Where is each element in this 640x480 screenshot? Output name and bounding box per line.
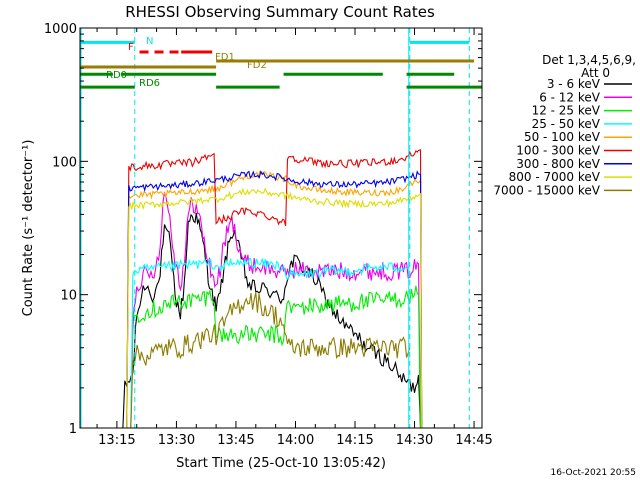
flag-label: N xyxy=(146,36,153,47)
series-line-50-100-kev xyxy=(126,170,423,429)
series-line-3-6-kev xyxy=(122,212,422,429)
legend-label: 300 - 800 keV xyxy=(516,157,600,171)
flag-bars: N F FD1 FD2 RD0 RD6 xyxy=(80,36,482,89)
legend-header-line-1: Det 1,3,4,5,6,9, xyxy=(542,53,636,67)
legend-item-3-6-kev: 3 - 6 keV xyxy=(547,77,632,91)
flag-label: RD6 xyxy=(139,78,160,89)
flag-rd0: RD0 xyxy=(80,70,455,81)
legend-item-12-25-kev: 12 - 25 keV xyxy=(532,104,632,118)
x-tick-label: 13:45 xyxy=(217,433,254,448)
x-axis-label: Start Time (25-Oct-10 13:05:42) xyxy=(176,456,386,471)
legend-item-300-800-kev: 300 - 800 keV xyxy=(516,157,632,171)
flag-fd1: FD1 xyxy=(80,52,235,69)
flag-f: F xyxy=(128,42,213,54)
plot-frame xyxy=(79,27,483,429)
series-line-25-50-kev xyxy=(130,257,411,429)
flag-fd2: FD2 xyxy=(216,59,475,71)
legend-item-100-300-kev: 100 - 300 keV xyxy=(516,144,632,158)
x-tick-label: 13:30 xyxy=(158,433,195,448)
count-rate-traces xyxy=(122,149,423,429)
x-tick-label: 14:15 xyxy=(336,433,373,448)
flag-label: F xyxy=(128,42,134,53)
legend-item-25-50-kev: 25 - 50 keV xyxy=(532,117,632,131)
legend-label: 25 - 50 keV xyxy=(532,117,601,131)
legend-header-line-2: Att 0 xyxy=(581,66,610,80)
legend-label: 6 - 12 keV xyxy=(539,90,601,104)
saa-boundary-lines xyxy=(80,28,470,428)
flag-label: RD0 xyxy=(106,70,127,81)
y-tick-label: 1 xyxy=(69,422,77,437)
axes: 13:15 13:30 13:45 14:00 14:15 14:30 14:45 1 10 10… xyxy=(44,22,493,448)
legend-label: 12 - 25 keV xyxy=(532,104,601,118)
series-line-7000-15000-kev xyxy=(130,292,411,429)
flag-label: FD1 xyxy=(215,52,235,63)
series-line-6-12-kev xyxy=(130,191,422,429)
flag-label: FD2 xyxy=(247,60,267,71)
x-tick-label: 14:45 xyxy=(455,433,492,448)
x-tick-label: 13:15 xyxy=(98,433,135,448)
y-tick-label: 100 xyxy=(52,155,77,170)
legend-item-50-100-kev: 50 - 100 keV xyxy=(524,130,632,144)
legend-item-7000-15000-kev: 7000 - 15000 keV xyxy=(493,183,632,197)
legend-item-6-12-kev: 6 - 12 keV xyxy=(539,90,632,104)
x-tick-label: 14:30 xyxy=(396,433,433,448)
y-tick-label: 10 xyxy=(60,289,77,304)
series-line-12-25-kev xyxy=(130,285,422,429)
legend-item-800-7000-kev: 800 - 7000 keV xyxy=(509,170,632,184)
legend-label: 50 - 100 keV xyxy=(524,130,601,144)
chart-title: RHESSI Observing Summary Count Rates xyxy=(125,3,435,21)
series-line-800-7000-kev xyxy=(126,187,423,429)
legend-label: 7000 - 15000 keV xyxy=(493,183,600,197)
legend-label: 100 - 300 keV xyxy=(516,144,600,158)
flag-rd6: RD6 xyxy=(80,78,482,89)
x-tick-label: 14:00 xyxy=(277,433,314,448)
legend-label: 800 - 7000 keV xyxy=(509,170,601,184)
y-tick-label: 1000 xyxy=(44,22,77,37)
series-line-300-800-kev xyxy=(126,170,423,429)
flag-n: N xyxy=(80,36,470,47)
legend-label: 3 - 6 keV xyxy=(547,77,601,91)
timestamp: 16-Oct-2021 20:55 xyxy=(551,468,636,478)
series-line-100-300-kev xyxy=(126,149,423,429)
y-axis-label: Count Rate (s⁻¹ detector⁻¹) xyxy=(21,140,36,317)
